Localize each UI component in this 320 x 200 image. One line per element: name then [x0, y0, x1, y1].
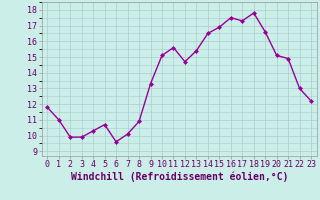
X-axis label: Windchill (Refroidissement éolien,°C): Windchill (Refroidissement éolien,°C) [70, 172, 288, 182]
